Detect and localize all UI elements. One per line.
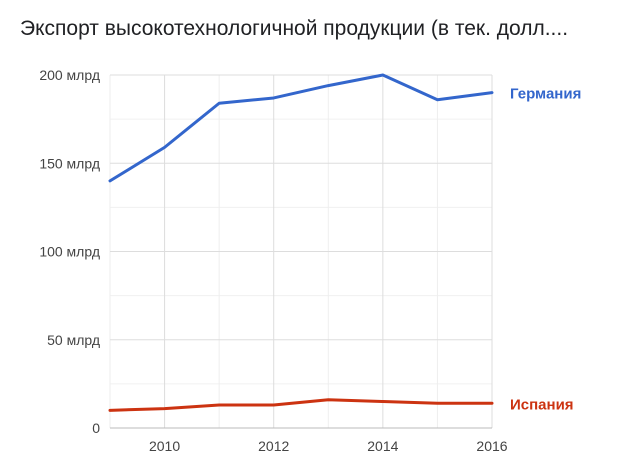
axes: 0 50 млрд 100 млрд 150 млрд 200 млрд 2010 2012… <box>39 67 507 454</box>
x-tick-label: 2010 <box>149 438 180 454</box>
series-line-1 <box>108 398 494 412</box>
y-tick-label: 150 млрд <box>39 155 100 171</box>
x-tick-label: 2014 <box>367 438 398 454</box>
labels: Германия Испания <box>510 86 581 414</box>
chart-title: Экспорт высокотехнологичной продукции (в… <box>20 17 569 40</box>
x-tick-label: 2012 <box>258 438 289 454</box>
y-tick-label: 100 млрд <box>39 244 100 260</box>
series-lines <box>108 73 494 412</box>
x-tick-label: 2016 <box>476 438 507 454</box>
series-line-0 <box>108 73 494 183</box>
series-label: Испания <box>510 396 574 413</box>
y-tick-label: 0 <box>92 420 100 436</box>
y-tick-label: 200 млрд <box>39 67 100 83</box>
y-tick-label: 50 млрд <box>47 332 100 348</box>
grid <box>109 74 493 429</box>
series-label: Германия <box>510 86 581 103</box>
